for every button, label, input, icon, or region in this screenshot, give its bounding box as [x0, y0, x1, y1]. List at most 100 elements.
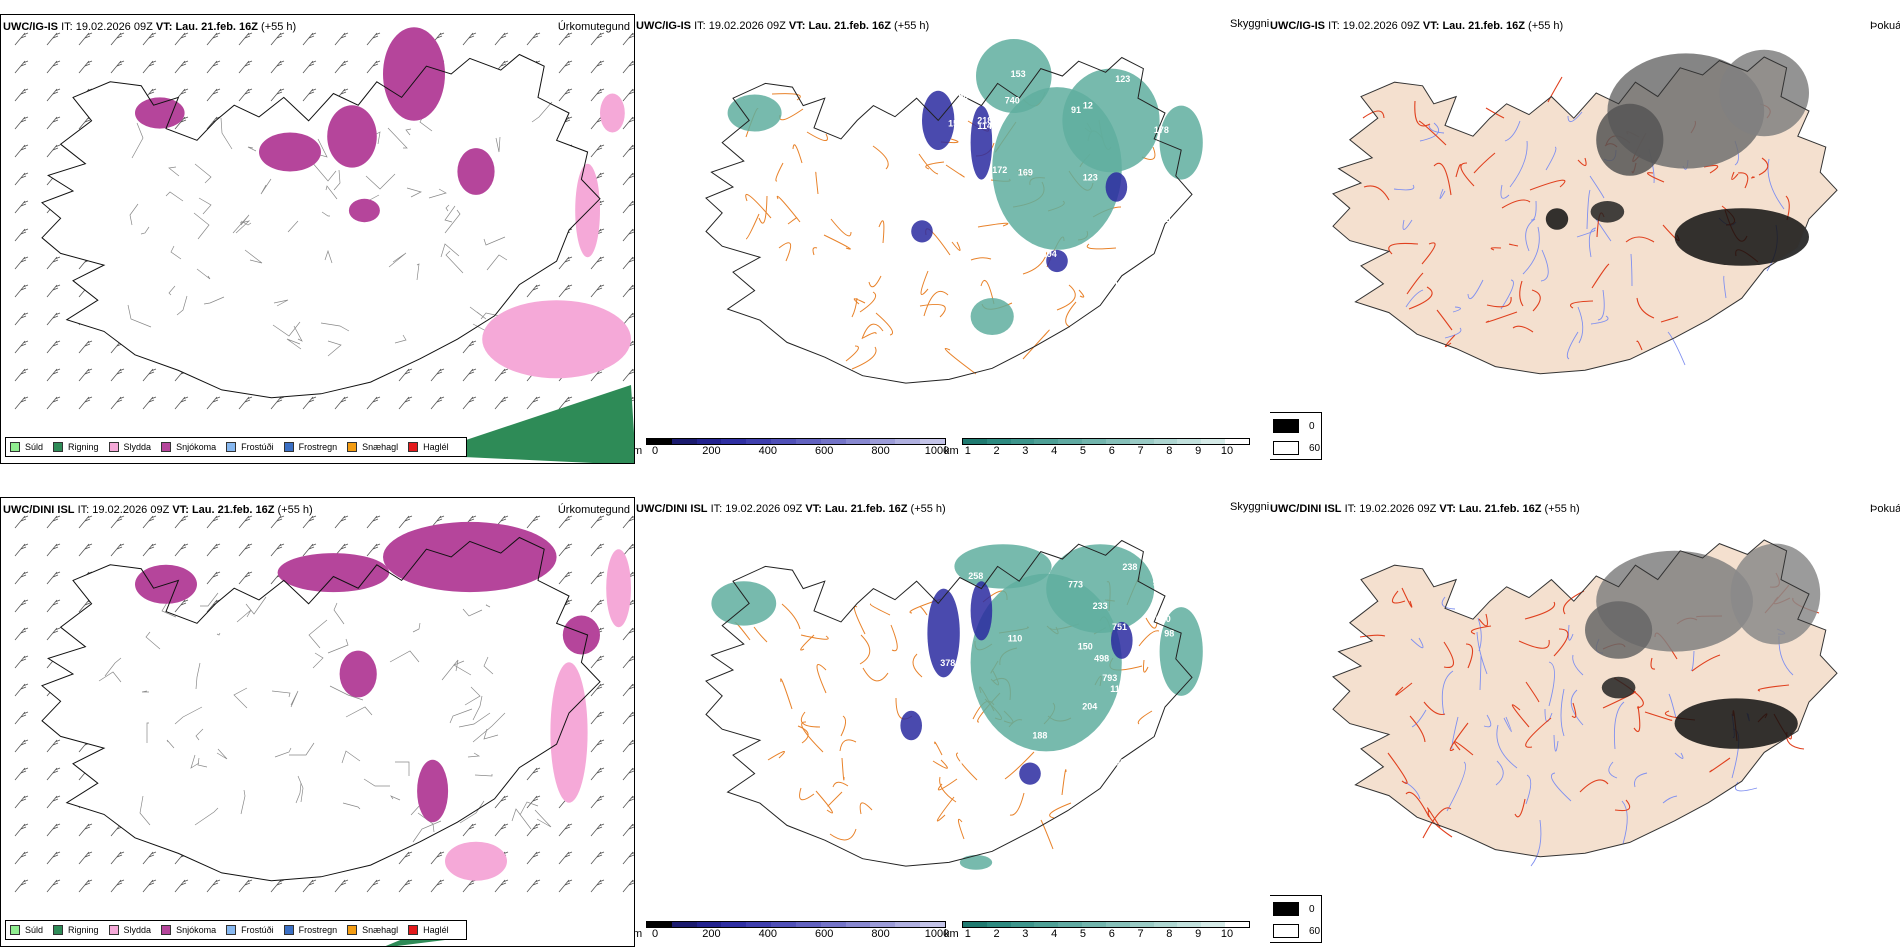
snow-area	[327, 105, 377, 168]
road	[1758, 157, 1769, 176]
colorbar-bin	[1105, 922, 1130, 927]
sleet-area	[600, 93, 625, 133]
wind-barb	[238, 879, 253, 893]
visibility-value-label: 172	[992, 165, 1007, 175]
river	[1613, 701, 1625, 750]
wind-barb	[110, 396, 125, 410]
sleet-area	[482, 300, 631, 379]
wind-barb	[558, 60, 573, 74]
snow-area	[277, 553, 390, 593]
road	[1460, 162, 1475, 187]
river	[1503, 716, 1512, 733]
colorbar-bin	[1201, 922, 1226, 927]
wind-barb	[622, 795, 634, 809]
terrain-line	[464, 686, 481, 706]
river	[1608, 761, 1618, 779]
wind-barb	[494, 879, 509, 893]
colorbar-bin	[671, 439, 697, 444]
river	[1405, 289, 1424, 308]
road	[1511, 704, 1530, 728]
colorbar-bin	[986, 439, 1011, 444]
colorbar-tick-label: 4	[1051, 928, 1058, 940]
road	[1529, 179, 1566, 191]
cloud-base-area	[1019, 762, 1041, 785]
wind-barb	[590, 767, 605, 781]
wind-barb	[558, 515, 573, 529]
wind-barb	[622, 543, 634, 557]
colorbar-bin	[1105, 439, 1130, 444]
terrain-line	[312, 652, 324, 669]
wind-barb	[14, 683, 29, 697]
wind-barb	[238, 515, 253, 529]
wind-barb	[206, 88, 221, 102]
colorbar-tick-label: 0	[651, 928, 659, 940]
legend-swatch	[108, 442, 119, 452]
wind-barb	[206, 32, 221, 46]
wind-barb	[174, 116, 189, 130]
wind-barb	[78, 368, 93, 382]
wind-barb	[622, 172, 634, 186]
wind-barb	[430, 879, 445, 893]
road	[1056, 284, 1076, 311]
visibility-value-label: 233	[1141, 776, 1156, 786]
wind-barb	[238, 543, 253, 557]
visibility-value-label: 51	[953, 760, 963, 770]
legend-swatch	[108, 925, 119, 935]
visibility-value-label: 153	[1011, 69, 1026, 79]
terrain-line	[406, 187, 422, 198]
wind-barb	[142, 515, 157, 529]
colorbar-strip	[962, 921, 1250, 928]
road	[1691, 654, 1721, 672]
snow-area	[457, 148, 495, 195]
legend-label: Haglél	[423, 442, 449, 452]
fog-legend-item: 60	[1273, 441, 1320, 455]
wind-barb	[14, 284, 29, 298]
road	[1737, 172, 1749, 189]
river	[1589, 175, 1605, 199]
visibility-value-label: 48	[1005, 743, 1015, 753]
river	[1630, 253, 1633, 287]
legend-label: Súld	[25, 925, 44, 935]
terrain-line	[325, 185, 338, 200]
road	[1422, 807, 1452, 839]
wind-barb	[142, 368, 157, 382]
road	[872, 145, 889, 170]
road	[800, 634, 829, 640]
colorbar-ticks: 0 200 400 600 800 1000	[646, 445, 949, 457]
colorbar-tick-label: 2	[993, 445, 1000, 457]
wind-barb	[78, 32, 93, 46]
wind-barb	[14, 116, 29, 130]
road	[781, 603, 801, 630]
road	[816, 664, 827, 694]
road	[1547, 76, 1563, 103]
wind-barb	[14, 515, 29, 529]
road	[912, 653, 923, 678]
terrain-line	[247, 146, 257, 152]
visibility-value-label: 206	[1110, 758, 1125, 768]
wind-barb	[366, 879, 381, 893]
road	[1061, 769, 1067, 796]
road	[1443, 641, 1455, 669]
wind-barb	[14, 200, 29, 214]
visibility-value-label: 498	[1094, 653, 1109, 663]
wind-barb	[14, 823, 29, 837]
wind-barb	[398, 396, 413, 410]
wind-barb	[46, 144, 61, 158]
colorbar-bin	[820, 439, 846, 444]
colorbar-unit: km	[944, 928, 959, 940]
colorbar-bin	[795, 922, 821, 927]
road	[1508, 243, 1519, 247]
road	[1514, 798, 1526, 818]
terrain-line	[440, 243, 460, 258]
colorbar-bin	[647, 922, 672, 927]
sleet-area	[606, 549, 631, 628]
terrain-line	[486, 254, 508, 271]
sleet-area	[445, 841, 507, 881]
wind-barb	[622, 284, 634, 298]
precip-legend: Súld Rigning Slydda Snjókoma Frostúði Frostre…	[5, 920, 467, 940]
terrain-line	[412, 622, 421, 633]
colorbar-tick-label: 200	[702, 445, 721, 457]
road	[1387, 752, 1408, 784]
wind-barb	[110, 60, 125, 74]
road	[958, 818, 965, 840]
